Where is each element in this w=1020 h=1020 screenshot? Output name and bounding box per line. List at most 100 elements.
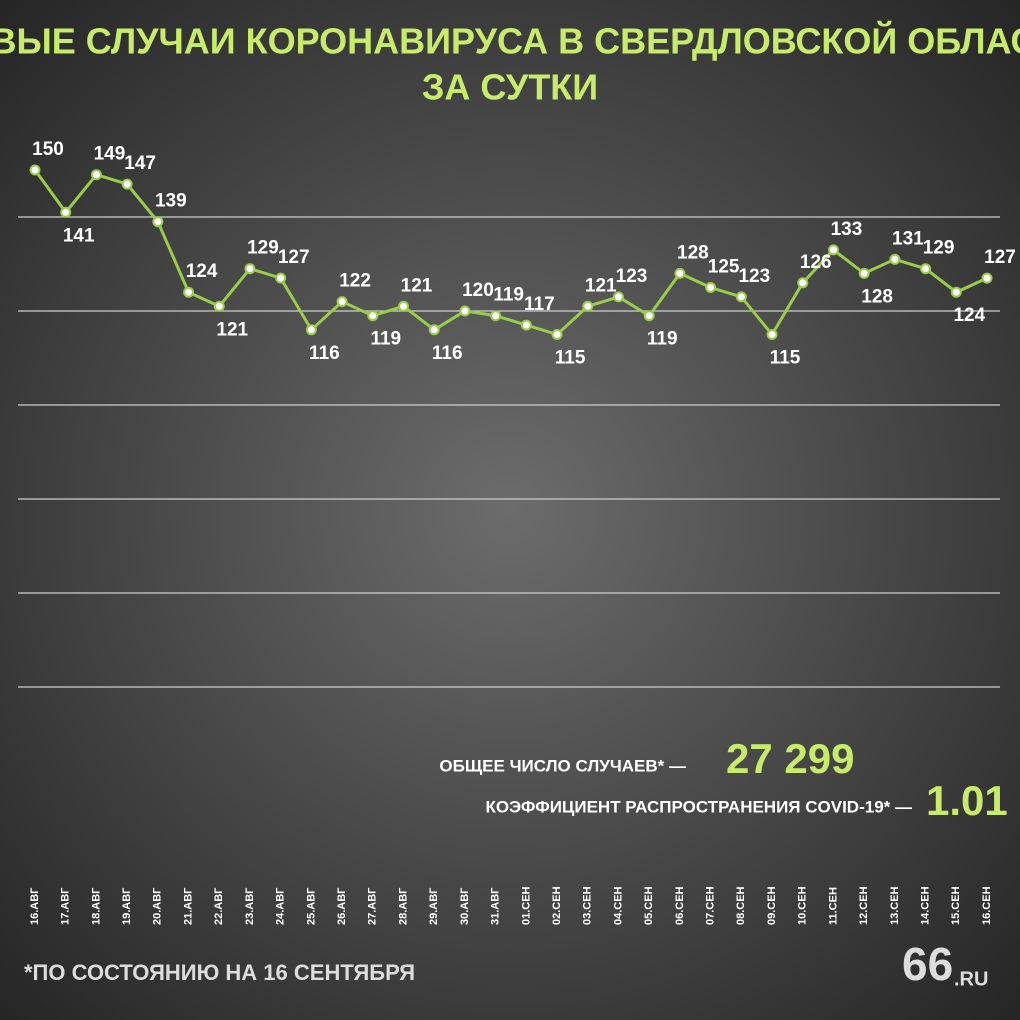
value-label: 116 bbox=[432, 343, 463, 364]
value-label: 129 bbox=[923, 238, 955, 259]
x-tick-label: 06.СЕН bbox=[674, 886, 686, 925]
x-tick-label: 08.СЕН bbox=[735, 886, 747, 925]
x-tick-label: 16.АВГ bbox=[29, 887, 41, 925]
point bbox=[551, 329, 563, 340]
point bbox=[520, 319, 532, 331]
chart-title: НОВЫЕ СЛУЧАИ КОРОНАВИРУСА В СВЕРДЛОВСКОЙ… bbox=[0, 20, 1020, 62]
value-label: 126 bbox=[800, 252, 832, 273]
x-tick-label: 04.СЕН bbox=[612, 886, 624, 925]
x-tick-label: 13.СЕН bbox=[889, 886, 901, 925]
value-label: 127 bbox=[984, 247, 1016, 268]
x-tick-label: 27.АВГ bbox=[367, 887, 379, 925]
value-label: 121 bbox=[401, 275, 433, 296]
point bbox=[336, 296, 348, 308]
x-tick-label: 18.АВГ bbox=[90, 887, 102, 925]
point bbox=[244, 263, 256, 275]
point bbox=[183, 286, 195, 298]
x-tick-label: 10.СЕН bbox=[797, 886, 809, 925]
value-label: 116 bbox=[309, 343, 340, 364]
point bbox=[459, 305, 471, 317]
x-tick-label: 11.СЕН bbox=[827, 887, 839, 925]
point bbox=[827, 244, 839, 256]
x-tick-label: 29.АВГ bbox=[428, 887, 440, 925]
value-label: 128 bbox=[677, 242, 709, 263]
x-tick-label: 02.СЕН bbox=[551, 886, 563, 925]
value-label: 128 bbox=[861, 286, 893, 307]
total-label: ОБЩЕЕ ЧИСЛО СЛУЧАЕВ* — bbox=[439, 756, 686, 775]
x-tick-label: 30.АВГ bbox=[459, 887, 471, 925]
x-tick-label: 17.АВГ bbox=[60, 887, 72, 925]
value-label: 127 bbox=[278, 247, 310, 268]
point bbox=[60, 206, 72, 218]
point bbox=[428, 324, 440, 336]
value-label: 129 bbox=[247, 238, 279, 259]
point bbox=[121, 178, 133, 190]
x-tick-label: 01.СЕН bbox=[520, 886, 532, 925]
value-label: 139 bbox=[155, 191, 187, 212]
value-label: 121 bbox=[216, 319, 248, 340]
point bbox=[705, 282, 717, 293]
value-label: 119 bbox=[370, 329, 401, 350]
chart-subtitle: ЗА СУТКИ bbox=[422, 67, 598, 108]
x-tick-label: 05.СЕН bbox=[643, 886, 655, 925]
value-label: 125 bbox=[708, 257, 740, 278]
x-tick-label: 15.СЕН bbox=[950, 886, 962, 925]
x-tick-label: 09.СЕН bbox=[766, 886, 778, 925]
point bbox=[889, 253, 901, 265]
point bbox=[981, 272, 993, 284]
line bbox=[33, 169, 988, 338]
value-label: 147 bbox=[124, 153, 156, 174]
point bbox=[582, 300, 594, 312]
value-label: 149 bbox=[94, 144, 126, 165]
value-label: 120 bbox=[462, 280, 494, 301]
point bbox=[612, 291, 624, 303]
x-tick-label: 14.СЕН bbox=[919, 886, 931, 925]
x-tick-label: 28.АВГ bbox=[397, 887, 409, 925]
value-label: 123 bbox=[616, 266, 648, 287]
x-tick-label: 20.АВГ bbox=[152, 887, 164, 925]
value-label: 150 bbox=[32, 139, 64, 160]
point bbox=[797, 277, 809, 289]
x-tick-label: 21.АВГ bbox=[182, 887, 194, 925]
x-tick-label: 19.АВГ bbox=[121, 887, 133, 925]
point bbox=[275, 272, 287, 284]
rate-value: 1.01 bbox=[926, 777, 1008, 824]
point bbox=[305, 324, 317, 336]
point bbox=[766, 329, 778, 340]
x-tick-label: 03.СЕН bbox=[582, 886, 594, 925]
point bbox=[213, 300, 225, 312]
x-tick-label: 25.АВГ bbox=[305, 887, 317, 925]
value-label: 117 bbox=[524, 294, 555, 315]
value-label: 123 bbox=[738, 266, 770, 287]
point bbox=[735, 291, 747, 303]
x-tick-label: 07.СЕН bbox=[705, 886, 717, 925]
point bbox=[398, 300, 410, 312]
footnote: *ПО СОСТОЯНИЮ НА 16 СЕНТЯБРЯ bbox=[24, 960, 415, 985]
value-label: 141 bbox=[63, 225, 95, 246]
point bbox=[90, 169, 102, 181]
point bbox=[152, 216, 164, 228]
value-label: 115 bbox=[555, 348, 586, 369]
x-tick-label: 31.АВГ bbox=[490, 887, 502, 925]
x-tick-label: 22.АВГ bbox=[213, 887, 225, 925]
x-tick-label: 12.СЕН bbox=[858, 886, 870, 925]
logo-suffix: .RU bbox=[954, 968, 988, 990]
x-tick-label: 23.АВГ bbox=[244, 887, 256, 925]
x-tick-label: 26.АВГ bbox=[336, 887, 348, 925]
point bbox=[674, 267, 686, 279]
point bbox=[29, 164, 41, 176]
point bbox=[490, 310, 502, 322]
value-label: 119 bbox=[647, 329, 678, 350]
x-tick-label: 24.АВГ bbox=[275, 887, 287, 925]
value-label: 131 bbox=[892, 228, 924, 249]
value-label: 124 bbox=[186, 261, 218, 282]
value-label: 119 bbox=[493, 285, 524, 306]
point bbox=[858, 267, 870, 279]
x-tick-label: 16.СЕН bbox=[981, 886, 993, 925]
value-label: 124 bbox=[953, 305, 985, 326]
point bbox=[367, 310, 379, 322]
total-value: 27 299 bbox=[726, 735, 854, 782]
value-label: 133 bbox=[831, 219, 863, 240]
